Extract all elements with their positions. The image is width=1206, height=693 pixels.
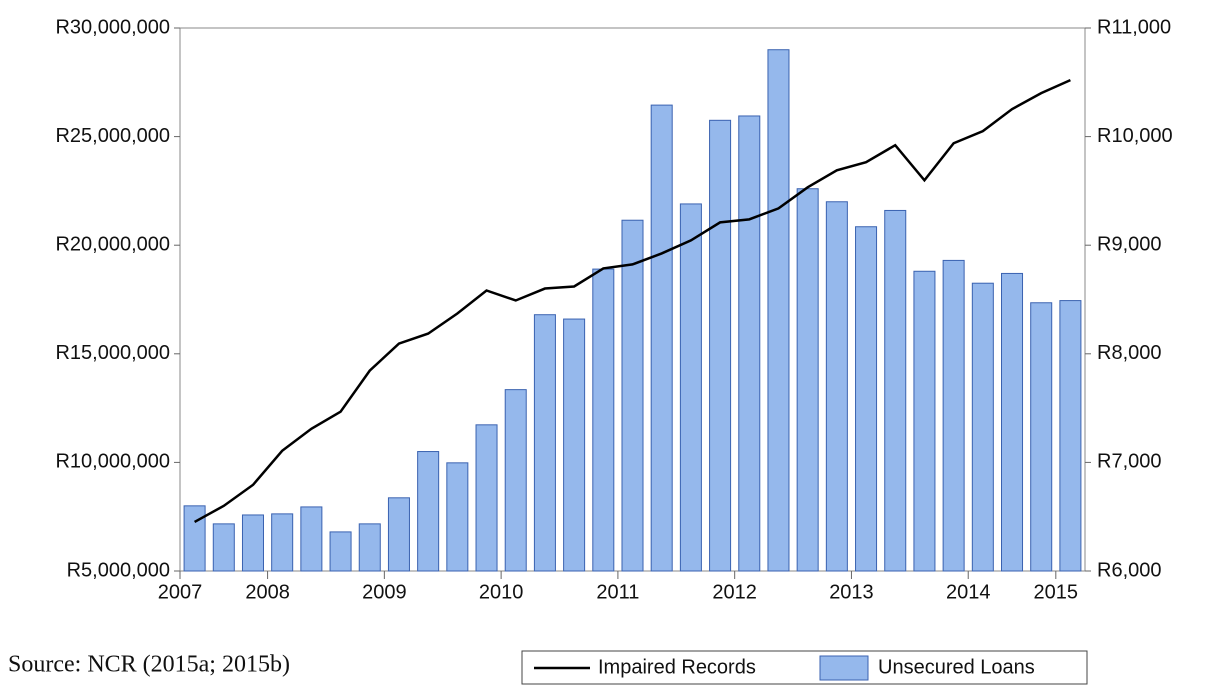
y2-tick-label: R10,000 — [1097, 125, 1173, 147]
bar — [709, 119, 732, 572]
bar — [855, 226, 878, 572]
y2-tick-label: R9,000 — [1097, 233, 1162, 255]
bar — [796, 188, 819, 572]
bar — [942, 259, 965, 572]
bar — [884, 209, 907, 572]
bar — [241, 514, 264, 572]
y-tick-label: R15,000,000 — [55, 342, 170, 364]
bar — [271, 513, 294, 572]
bar — [767, 49, 790, 572]
bar — [533, 314, 556, 572]
bar — [1059, 300, 1082, 572]
bar — [650, 104, 673, 572]
legend-box — [521, 650, 1088, 685]
x-tick-label: 2009 — [362, 581, 407, 603]
bar — [183, 505, 206, 572]
x-tick-label: 2012 — [712, 581, 757, 603]
bar — [358, 523, 381, 572]
y2-tick-label: R8,000 — [1097, 342, 1162, 364]
bar — [971, 282, 994, 572]
bar — [446, 462, 469, 572]
source-note: Source: NCR (2015a; 2015b) — [8, 652, 290, 678]
y-tick-label: R5,000,000 — [67, 559, 170, 581]
bar — [679, 203, 702, 572]
bar — [387, 497, 410, 572]
legend-swatch — [819, 655, 869, 681]
y2-tick-label: R7,000 — [1097, 451, 1162, 473]
x-tick-label: 2010 — [479, 581, 524, 603]
bar — [417, 451, 440, 572]
x-tick-label: 2014 — [946, 581, 991, 603]
legend-label: Unsecured Loans — [878, 656, 1035, 678]
x-tick-label: 2007 — [158, 581, 203, 603]
legend-label: Impaired Records — [598, 656, 756, 678]
y2-tick-label: R11,000 — [1097, 16, 1171, 38]
x-tick-label: 2015 — [1034, 581, 1079, 603]
y-tick-label: R20,000,000 — [55, 233, 170, 255]
y-tick-label: R30,000,000 — [55, 16, 170, 38]
y-tick-label: R10,000,000 — [55, 451, 170, 473]
x-tick-label: 2011 — [596, 581, 639, 603]
bar — [475, 424, 498, 572]
bar — [1030, 302, 1053, 572]
x-tick-label: 2008 — [245, 581, 290, 603]
bar — [300, 506, 323, 572]
bar — [563, 318, 586, 572]
bar — [329, 531, 352, 572]
x-tick-label: 2013 — [829, 581, 874, 603]
bar — [825, 201, 848, 572]
bar — [592, 268, 615, 572]
bar — [738, 115, 761, 572]
y2-tick-label: R6,000 — [1097, 559, 1162, 581]
bar — [212, 523, 235, 572]
line-series — [193, 78, 1071, 524]
bar — [1001, 272, 1024, 572]
bar — [504, 389, 527, 572]
bar — [621, 219, 644, 572]
y-tick-label: R25,000,000 — [55, 125, 170, 147]
bar — [913, 270, 936, 572]
